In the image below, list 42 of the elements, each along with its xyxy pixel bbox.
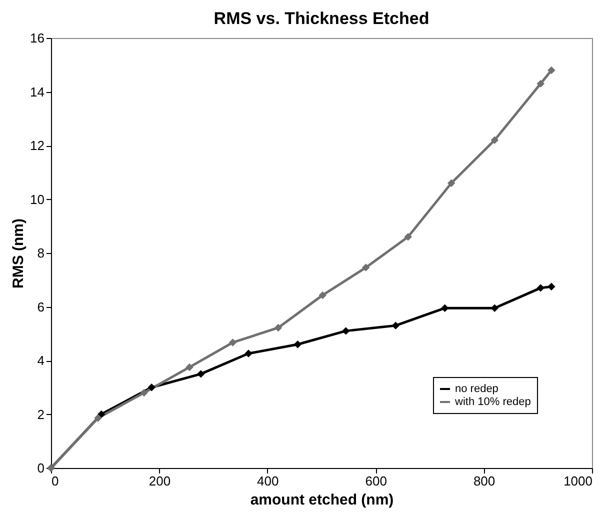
y-tick-label: 4 [37, 353, 44, 368]
point [186, 363, 194, 372]
x-axis-title: amount etched (nm) [250, 492, 394, 508]
point [404, 233, 412, 241]
point [548, 66, 556, 74]
point [536, 284, 544, 292]
y-tick-label: 2 [37, 406, 44, 422]
y-tick-label: 14 [30, 84, 44, 100]
y-tick-label: 0 [37, 460, 44, 476]
x-tick-label: 1000 [564, 474, 592, 488]
y-tick-label: 6 [37, 299, 44, 314]
chart-title: RMS vs. Thickness Etched [214, 9, 430, 28]
point [447, 179, 456, 187]
point [362, 264, 370, 272]
point [548, 282, 556, 290]
point [440, 304, 449, 312]
point [140, 388, 148, 397]
point [244, 350, 252, 358]
y-tick-label: 8 [37, 246, 44, 260]
point [94, 414, 102, 422]
point [228, 338, 237, 346]
point [392, 322, 400, 330]
x-tick-label: 400 [257, 474, 279, 488]
x-tick-label: 200 [148, 474, 171, 488]
x-tick-label: 600 [365, 474, 387, 488]
y-tick-label: 16 [30, 30, 44, 46]
point [196, 370, 205, 378]
point [536, 80, 544, 88]
y-tick-label: 10 [30, 192, 44, 207]
point [318, 291, 326, 300]
point [148, 384, 156, 392]
point [294, 340, 302, 348]
point [274, 324, 282, 332]
y-tick-label: 12 [30, 138, 44, 153]
x-tick-label: 0 [52, 474, 59, 488]
legend-label: no redep [455, 383, 498, 395]
point [342, 327, 350, 335]
x-tick-label: 800 [473, 474, 496, 488]
point [490, 304, 498, 312]
y-axis-title: RMS (nm) [10, 218, 28, 288]
point [490, 136, 498, 144]
legend-label: with 10% redep [454, 396, 531, 408]
